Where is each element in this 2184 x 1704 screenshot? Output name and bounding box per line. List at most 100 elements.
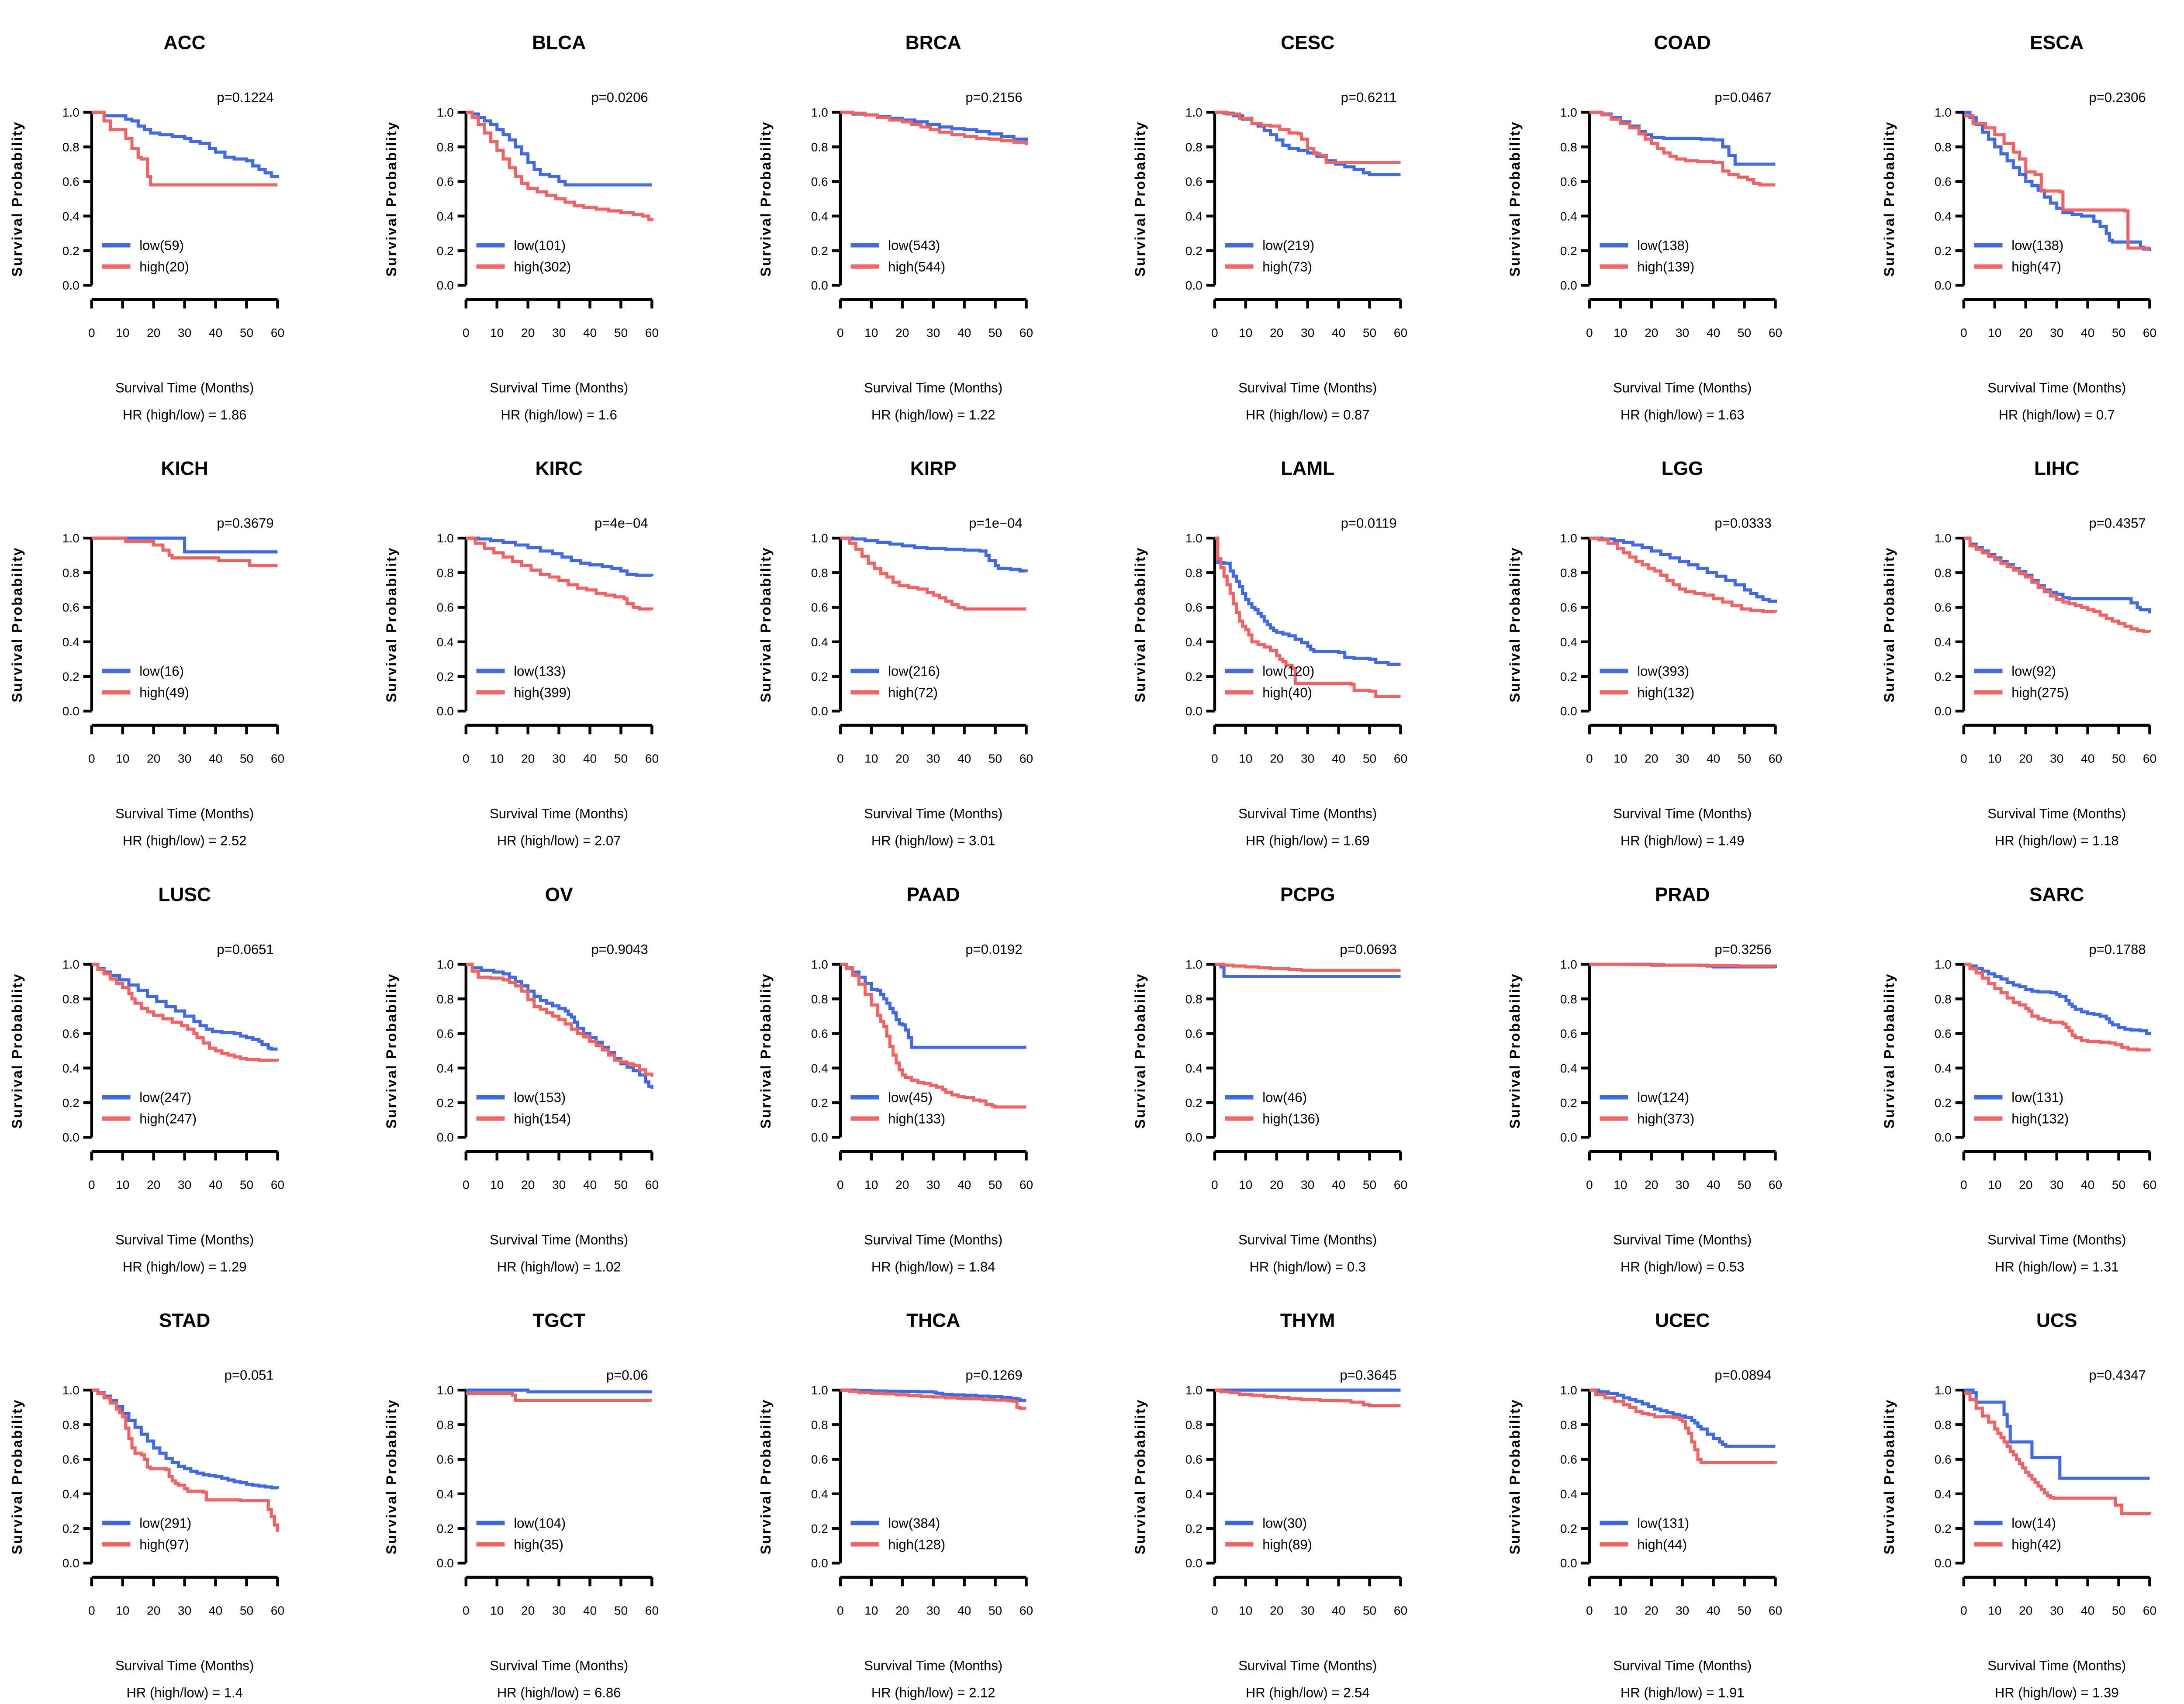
legend-high-label: high(44) bbox=[1637, 1537, 1687, 1552]
legend-low-label: low(92) bbox=[2011, 664, 2056, 679]
x-axis-title: Survival Time (Months) bbox=[115, 806, 254, 821]
x-axis bbox=[1962, 1576, 2151, 1587]
low-group-curve bbox=[1963, 110, 2151, 251]
legend-low-label: low(247) bbox=[139, 1090, 191, 1105]
panel-title: LIHC bbox=[2034, 458, 2079, 479]
x-tick-label: 60 bbox=[645, 1604, 659, 1618]
y-tick-label: 0.8 bbox=[437, 566, 454, 580]
x-axis-title: Survival Time (Months) bbox=[115, 1232, 254, 1247]
x-axis bbox=[90, 1150, 279, 1161]
p-value-label: p=0.0894 bbox=[1714, 1368, 1771, 1383]
low-group-curve bbox=[1215, 536, 1401, 666]
x-tick-label: 40 bbox=[957, 1604, 971, 1618]
y-tick-label: 0.2 bbox=[1934, 1522, 1951, 1535]
x-tick-label: 20 bbox=[2019, 752, 2032, 766]
x-tick-label: 10 bbox=[864, 752, 878, 766]
panel-title: CESC bbox=[1281, 32, 1334, 53]
p-value-label: p=4e−04 bbox=[594, 516, 648, 531]
x-tick-label: 50 bbox=[1737, 1604, 1751, 1618]
y-tick-label: 0.8 bbox=[811, 566, 828, 580]
legend-low-label: low(101) bbox=[514, 238, 566, 253]
km-panel-ucs: UCS p=0.4347 1.0 0.8 0.6 0.4 0.2 0.0 0 10 20 30 40 50… bbox=[1872, 1278, 2184, 1704]
y-tick-label: 1.0 bbox=[437, 1383, 454, 1397]
x-tick-label: 40 bbox=[583, 1604, 597, 1618]
y-tick-label: 0.2 bbox=[62, 670, 79, 683]
legend-high-label: high(544) bbox=[888, 259, 945, 274]
high-group-curve bbox=[840, 962, 1026, 1109]
x-tick-label: 20 bbox=[521, 1178, 535, 1191]
x-tick-label: 60 bbox=[645, 326, 659, 339]
km-plot-lusc: LUSC p=0.0651 1.0 0.8 0.6 0.4 0.2 0.0 0 10 20 30 40 5… bbox=[9, 884, 284, 1274]
km-plot-acc: ACC p=0.1224 1.0 0.8 0.6 0.4 0.2 0.0 0 10 20 30 40 50… bbox=[9, 32, 284, 422]
legend-high-label: high(132) bbox=[2011, 1111, 2069, 1126]
x-tick-label: 60 bbox=[271, 752, 284, 766]
x-tick-label: 60 bbox=[1019, 752, 1033, 766]
y-tick-label: 0.2 bbox=[811, 244, 828, 258]
high-group-curve bbox=[1589, 1388, 1777, 1465]
x-tick-label: 50 bbox=[240, 752, 253, 766]
x-tick-label: 60 bbox=[645, 752, 659, 766]
y-tick-label: 0.4 bbox=[62, 635, 79, 649]
x-tick-label: 10 bbox=[1239, 752, 1253, 766]
x-tick-label: 30 bbox=[1301, 1604, 1314, 1618]
y-axis-title: Survival Probability bbox=[1133, 547, 1148, 703]
hr-label: HR (high/low) = 0.53 bbox=[1620, 1259, 1744, 1274]
y-tick-label: 1.0 bbox=[1934, 958, 1951, 971]
legend-low-label: low(384) bbox=[888, 1516, 940, 1531]
km-plot-kirc: KIRC p=4e−04 1.0 0.8 0.6 0.4 0.2 0.0 0 10 20 30 40 50… bbox=[384, 458, 659, 849]
x-tick-label: 20 bbox=[1645, 752, 1658, 766]
x-tick-label: 30 bbox=[552, 326, 566, 339]
y-axis-title: Survival Probability bbox=[1133, 973, 1148, 1129]
km-plot-ucs: UCS p=0.4347 1.0 0.8 0.6 0.4 0.2 0.0 0 10 20 30 40 50… bbox=[1881, 1310, 2156, 1700]
high-group-curve bbox=[840, 110, 1028, 145]
x-axis bbox=[464, 1150, 653, 1161]
x-tick-label: 20 bbox=[2019, 1178, 2032, 1191]
legend-high-label: high(35) bbox=[514, 1537, 563, 1552]
x-tick-label: 10 bbox=[116, 752, 129, 766]
legend-low-label: low(46) bbox=[1263, 1090, 1307, 1105]
y-tick-label: 0.2 bbox=[1185, 1096, 1203, 1110]
y-tick-label: 0.4 bbox=[1934, 1487, 1951, 1501]
km-plot-thym: THYM p=0.3645 1.0 0.8 0.6 0.4 0.2 0.0 0 10 20 30 40 5… bbox=[1133, 1310, 1408, 1700]
panel-title: SARC bbox=[2029, 884, 2084, 905]
y-tick-label: 0.4 bbox=[1934, 1062, 1951, 1075]
x-tick-label: 10 bbox=[1239, 1178, 1253, 1191]
km-panel-kirp: KIRP p=1e−04 1.0 0.8 0.6 0.4 0.2 0.0 0 10 20 30 40 50… bbox=[749, 426, 1123, 852]
low-group-curve bbox=[1589, 1388, 1776, 1448]
y-axis-title: Survival Probability bbox=[1133, 1399, 1148, 1555]
x-tick-label: 10 bbox=[864, 1604, 878, 1618]
x-axis bbox=[1213, 724, 1403, 735]
x-tick-label: 40 bbox=[209, 326, 222, 339]
x-tick-label: 60 bbox=[1768, 326, 1782, 339]
hr-label: HR (high/low) = 2.07 bbox=[497, 833, 621, 849]
x-axis-title: Survival Time (Months) bbox=[490, 806, 628, 821]
low-group-curve bbox=[1963, 536, 2151, 614]
x-tick-label: 30 bbox=[2050, 1604, 2063, 1618]
y-tick-label: 0.2 bbox=[1560, 1522, 1577, 1535]
y-tick-label: 1.0 bbox=[1934, 532, 1951, 545]
legend-low-label: low(131) bbox=[1637, 1516, 1689, 1531]
x-tick-label: 0 bbox=[837, 752, 844, 766]
panel-title: KIRC bbox=[536, 458, 583, 479]
x-tick-label: 10 bbox=[116, 1604, 129, 1618]
y-axis-title: Survival Probability bbox=[9, 547, 25, 703]
x-tick-label: 0 bbox=[1211, 752, 1218, 766]
x-tick-label: 40 bbox=[209, 752, 222, 766]
hr-label: HR (high/low) = 0.3 bbox=[1250, 1259, 1366, 1274]
y-axis-title: Survival Probability bbox=[758, 121, 774, 277]
y-tick-label: 0.0 bbox=[1560, 705, 1577, 718]
y-axis bbox=[1955, 962, 1965, 1139]
y-tick-label: 0.0 bbox=[811, 279, 828, 292]
x-axis bbox=[1588, 724, 1777, 735]
y-tick-label: 0.2 bbox=[1934, 670, 1951, 683]
y-axis-title: Survival Probability bbox=[1507, 973, 1523, 1129]
x-tick-label: 10 bbox=[490, 326, 504, 339]
y-tick-label: 0.0 bbox=[62, 705, 79, 718]
x-axis-title: Survival Time (Months) bbox=[864, 380, 1002, 396]
high-group-curve bbox=[1589, 962, 1777, 968]
y-tick-label: 1.0 bbox=[437, 958, 454, 971]
km-panel-prad: PRAD p=0.3256 1.0 0.8 0.6 0.4 0.2 0.0 0 10 20 30 40 5… bbox=[1498, 852, 1872, 1278]
high-group-curve bbox=[91, 962, 280, 1062]
x-axis-title: Survival Time (Months) bbox=[864, 806, 1002, 821]
